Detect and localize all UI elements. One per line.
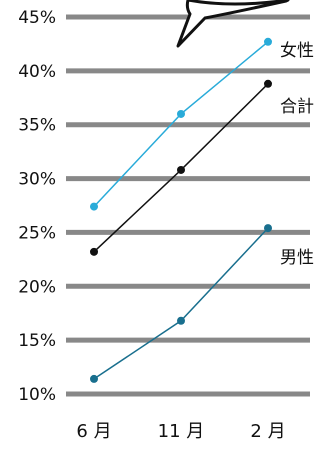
data-point: [177, 109, 185, 118]
y-tick-label: 45%: [18, 8, 56, 28]
data-point: [90, 247, 98, 256]
x-tick-label: 2 月: [250, 421, 285, 442]
y-tick-label: 40%: [18, 62, 56, 82]
data-point: [90, 374, 98, 383]
series-line-2: [93, 227, 269, 380]
x-axis-tick-labels: 6 月 11 月 2 月: [76, 421, 285, 442]
data-point: [264, 224, 272, 233]
series-layer: [90, 37, 272, 383]
x-tick-label: 6 月: [76, 421, 111, 442]
y-tick-label: 30%: [18, 170, 56, 190]
y-tick-label: 25%: [18, 223, 56, 243]
data-point: [264, 37, 272, 46]
data-point: [90, 202, 98, 211]
y-tick-label: 10%: [18, 385, 56, 405]
grid-lines: [66, 14, 310, 397]
series-label-1: 合計: [280, 97, 314, 117]
y-axis-tick-labels: 45% 40% 35% 30% 25% 20% 15% 10%: [18, 8, 56, 405]
y-tick-label: 20%: [18, 277, 56, 297]
data-point: [264, 79, 272, 88]
x-tick-label: 11 月: [158, 421, 205, 442]
speech-bubble-fragment: [176, 0, 290, 48]
series-label-0: 女性: [280, 41, 314, 61]
series-label-2: 男性: [280, 248, 314, 268]
y-tick-label: 35%: [18, 116, 56, 136]
data-point: [177, 316, 185, 325]
y-tick-label: 15%: [18, 331, 56, 351]
data-point: [177, 165, 185, 174]
